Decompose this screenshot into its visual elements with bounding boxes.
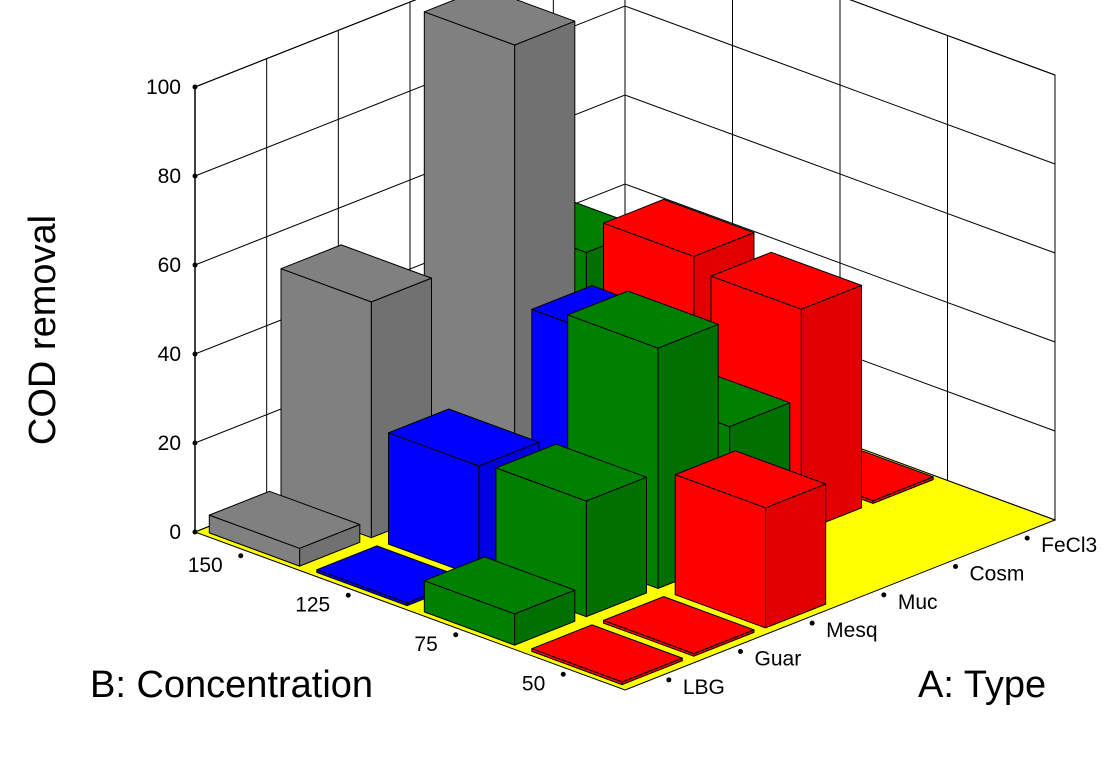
bar-face-top	[495, 443, 647, 502]
y-tick-mark	[192, 529, 198, 535]
bar-face-top	[423, 0, 576, 46]
x-axis-title: A: Type	[918, 664, 1046, 706]
x-tick-mark	[738, 649, 743, 654]
bar-Guar-75	[495, 443, 647, 618]
bar-face-top	[208, 490, 361, 549]
z-tick-label: 150	[188, 554, 223, 577]
bar-face-top	[674, 450, 827, 509]
bar-face-right	[585, 476, 647, 618]
z-tick-mark	[238, 553, 244, 559]
z-tick-mark	[560, 671, 566, 677]
bar-face-right	[765, 483, 827, 629]
axis-labels: 0 20 40 60 80 100 LBG Guar Mesq Muc Cosm FeCl3 50 75 1…	[146, 76, 1097, 699]
bar-LBG-50	[531, 624, 683, 686]
x-tick-label: FeCl3	[1041, 534, 1097, 557]
bar-face-top	[603, 198, 755, 257]
y-tick-label: 0	[169, 521, 181, 544]
bar-LBG-150	[208, 490, 361, 567]
bar-LBG-75	[423, 556, 576, 646]
x-tick-mark	[666, 677, 672, 683]
x-tick-label: Guar	[755, 648, 802, 671]
y-tick-label: 80	[158, 165, 181, 188]
x-tick-mark	[881, 592, 887, 598]
bar-face-top	[710, 251, 862, 310]
bar-face-top	[603, 596, 755, 655]
z-tick-label: 50	[522, 672, 545, 695]
bar-face-top	[567, 290, 719, 349]
bar-face-left	[280, 268, 372, 539]
y-axis-title: COD removal	[22, 215, 64, 445]
y-tick-label: 20	[158, 432, 181, 455]
x-tick-label: Muc	[898, 591, 938, 614]
y-tick-mark	[192, 440, 198, 446]
bars-group	[208, 0, 934, 686]
y-tick-label: 40	[158, 343, 181, 366]
bar-face-top	[531, 624, 683, 683]
z-tick-mark	[345, 592, 351, 598]
bar-face-top	[280, 244, 432, 303]
bar-face-top	[388, 408, 540, 467]
x-tick-mark	[1024, 535, 1030, 541]
z-tick-label: 75	[414, 633, 437, 656]
z-axis-title: B: Concentration	[90, 664, 373, 706]
z-tick-mark	[453, 632, 459, 638]
y-tick-mark	[192, 262, 198, 268]
x-tick-mark	[809, 620, 815, 626]
y-tick-label: 60	[158, 254, 181, 277]
bar-face-left	[423, 11, 516, 482]
y-tick-mark	[192, 84, 198, 90]
y-tick-mark	[192, 351, 198, 357]
z-tick-label: 125	[295, 593, 330, 616]
x-tick-mark	[953, 564, 958, 569]
bar-Mesq-50	[674, 450, 827, 629]
bar-face-top	[423, 556, 576, 615]
y-tick-mark	[192, 173, 198, 179]
x-tick-label: LBG	[683, 676, 725, 699]
x-tick-label: Mesq	[826, 619, 877, 642]
bar-Guar-50	[603, 596, 755, 657]
x-tick-label: Cosm	[970, 563, 1025, 586]
y-tick-label: 100	[146, 76, 181, 99]
